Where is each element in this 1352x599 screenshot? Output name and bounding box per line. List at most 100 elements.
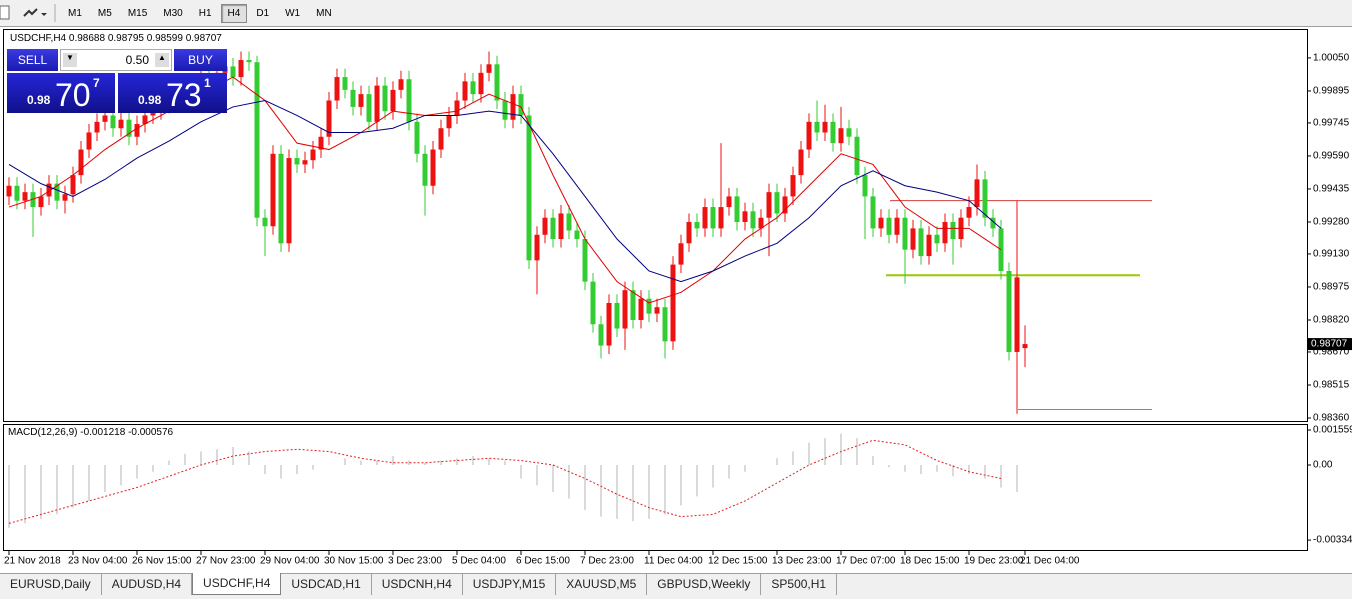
chart-tab[interactable]: AUDUSD,H4 xyxy=(102,574,193,595)
candle-body xyxy=(950,221,956,240)
lot-value: 0.50 xyxy=(125,53,149,67)
candle-body xyxy=(486,64,492,73)
candle-body xyxy=(502,100,508,120)
lot-input[interactable]: ▼ 0.50 ▲ xyxy=(60,49,172,71)
y-tick-label: 0.98975 xyxy=(1313,282,1350,293)
candle-body xyxy=(918,228,924,257)
buy-quote[interactable]: 0.98 73 1 xyxy=(118,73,227,113)
candle-body xyxy=(470,81,476,95)
candle-body xyxy=(270,153,276,227)
y-tick-label: 0.99130 xyxy=(1313,249,1350,260)
candle-body xyxy=(742,211,748,222)
candle-body xyxy=(622,290,628,329)
candle-body xyxy=(966,207,972,218)
lot-up[interactable]: ▲ xyxy=(155,53,169,67)
timeframe-button[interactable]: H1 xyxy=(198,7,212,19)
timeframe-bar: M1 M5 M15 M30 H1 H4 D1 W1 MN xyxy=(60,3,340,23)
symbol: USDCHF,H4 xyxy=(10,33,67,44)
candle-body xyxy=(94,121,100,133)
signal-value: -0.000576 xyxy=(128,427,173,438)
candle-body xyxy=(854,136,860,176)
candle-body xyxy=(1014,277,1020,352)
candle-body xyxy=(710,207,716,229)
x-tick-label: 30 Nov 15:00 xyxy=(324,556,384,567)
x-tick-label: 21 Dec 04:00 xyxy=(1020,556,1080,567)
chart-tab[interactable]: USDCHF,H4 xyxy=(192,573,282,595)
candle-body xyxy=(670,264,676,342)
timeframe-button[interactable]: H4 xyxy=(220,3,248,23)
macd-title: MACD(12,26,9) xyxy=(8,427,77,438)
candle-body xyxy=(358,94,364,107)
timeframe-button[interactable]: M30 xyxy=(163,7,183,19)
y-tick-label: 0.99590 xyxy=(1313,151,1350,162)
timeframe-button[interactable]: W1 xyxy=(285,7,301,19)
signal-line xyxy=(8,439,1002,524)
candle-body xyxy=(654,307,660,314)
candle-body xyxy=(606,302,612,346)
candle-body xyxy=(54,183,60,201)
candle-body xyxy=(630,290,636,321)
candle-body xyxy=(686,221,692,244)
x-tick-label: 6 Dec 15:00 xyxy=(516,556,570,567)
x-tick-label: 3 Dec 23:00 xyxy=(388,556,442,567)
chart-tab[interactable]: USDCAD,H1 xyxy=(281,574,372,595)
timeframe-button[interactable]: M15 xyxy=(127,7,148,19)
candle-body xyxy=(934,234,940,244)
y-tick-label: 0.99745 xyxy=(1313,118,1350,129)
candle-body xyxy=(382,85,388,112)
chart-tab[interactable]: GBPUSD,Weekly xyxy=(647,574,762,595)
candle-body xyxy=(718,207,724,229)
timeframe-button[interactable]: D1 xyxy=(256,7,270,19)
y-tick-label: 0.00 xyxy=(1313,460,1333,471)
chart-tab[interactable]: USDCNH,H4 xyxy=(372,574,463,595)
candle-body xyxy=(998,228,1004,271)
macd-info: MACD(12,26,9) -0.001218 -0.000576 xyxy=(8,427,174,438)
macd-pane xyxy=(3,424,1308,551)
candle-body xyxy=(694,221,700,229)
sell-quote[interactable]: 0.98 70 7 xyxy=(7,73,115,113)
y-tick-label: 0.99435 xyxy=(1313,184,1350,195)
candle-body xyxy=(86,132,92,150)
candle-body xyxy=(30,192,36,208)
candle-body xyxy=(894,217,900,235)
timeframe-button[interactable]: M1 xyxy=(68,7,82,19)
timeframe-button[interactable]: M5 xyxy=(97,7,112,19)
quote-point: 7 xyxy=(93,76,100,90)
price-label-box xyxy=(1308,338,1352,351)
candle-body xyxy=(14,185,20,201)
candle-body xyxy=(430,149,436,186)
chart-tab[interactable]: XAUUSD,M5 xyxy=(556,574,648,595)
candle-body xyxy=(750,211,756,229)
x-tick-label: 17 Dec 07:00 xyxy=(836,556,896,567)
chart-tab[interactable]: USDJPY,M15 xyxy=(463,574,557,595)
candle-body xyxy=(646,298,652,314)
quote-pips: 70 xyxy=(55,77,91,113)
buy-button[interactable]: BUY xyxy=(174,49,227,71)
candle-body xyxy=(518,94,524,116)
price-label: 0.98707 xyxy=(1311,339,1348,350)
sell-button[interactable]: SELL xyxy=(7,49,58,71)
candle-body xyxy=(782,196,788,214)
candle-body xyxy=(150,111,156,116)
chart-tab[interactable]: EURUSD,Daily xyxy=(0,574,102,595)
candle-body xyxy=(766,192,772,218)
chart-tab[interactable]: SP500,H1 xyxy=(761,574,838,595)
candle-body xyxy=(798,149,804,176)
candle-body xyxy=(142,115,148,124)
candle-body xyxy=(126,119,132,137)
candle-body xyxy=(22,192,28,201)
x-tick-label: 5 Dec 04:00 xyxy=(452,556,506,567)
candle-body xyxy=(110,115,116,129)
y-tick-label: 0.98515 xyxy=(1313,380,1350,391)
candle-body xyxy=(550,217,556,240)
candle-body xyxy=(318,136,324,150)
timeframe-button[interactable]: MN xyxy=(316,7,332,19)
candle-body xyxy=(734,196,740,222)
candle-body xyxy=(406,79,412,122)
lot-down[interactable]: ▼ xyxy=(63,53,77,67)
candle-body xyxy=(46,183,52,197)
candle-body xyxy=(454,100,460,116)
candle-body xyxy=(254,62,260,218)
candle-body xyxy=(982,179,988,218)
candle-body xyxy=(814,121,820,133)
